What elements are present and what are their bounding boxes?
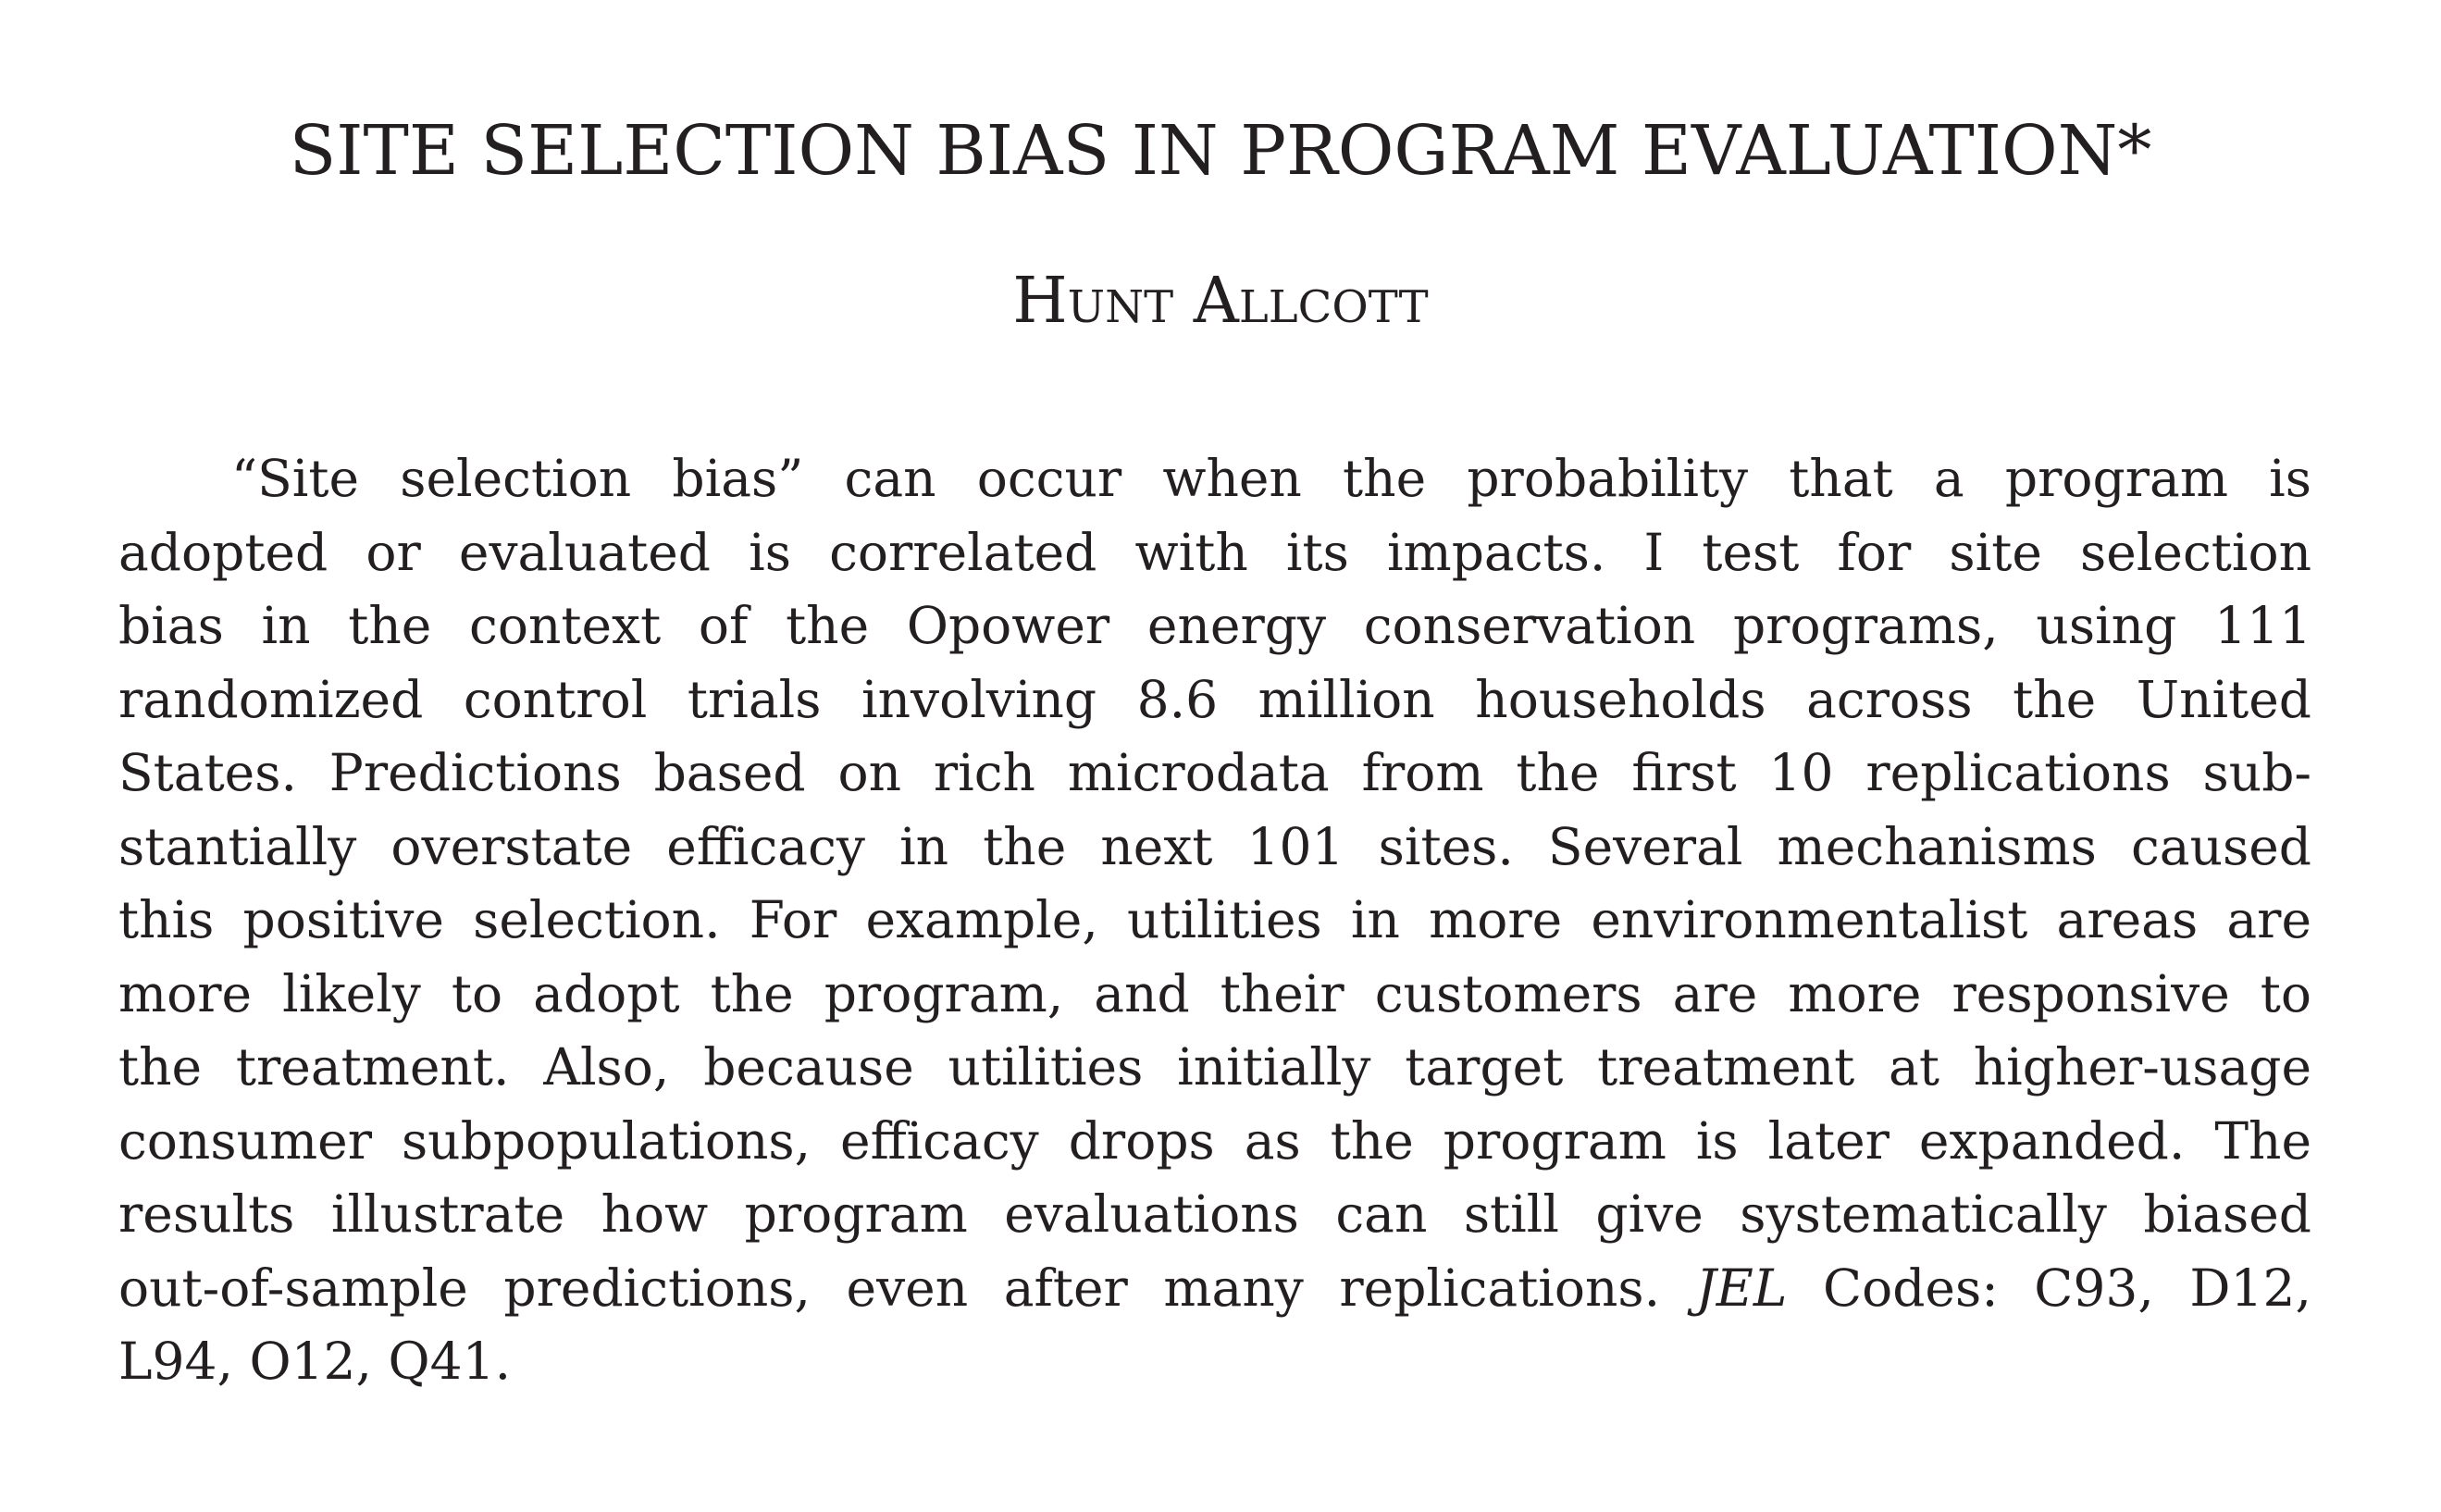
abstract-line-final: L94, O12, Q41. <box>118 1332 512 1391</box>
jel-label: JEL <box>1695 1258 1788 1318</box>
abstract-line: this positive selection. For example, ut… <box>118 890 2311 949</box>
abstract-line: the treatment. Also, because utilities i… <box>118 1037 2311 1097</box>
abstract: “Site selection bias” can occur when the… <box>118 442 2311 1399</box>
abstract-line: randomized control trials involving 8.6 … <box>118 669 2311 729</box>
abstract-line: States. Predictions based on rich microd… <box>118 743 2311 802</box>
abstract-line: bias in the context of the Opower energy… <box>118 596 2311 655</box>
paper-title: SITE SELECTION BIAS IN PROGRAM EVALUATIO… <box>289 111 2152 191</box>
abstract-line: more likely to adopt the program, and th… <box>118 963 2311 1023</box>
jel-codes: Codes: C93, D12, <box>1823 1258 2311 1318</box>
abstract-line: “Site selection bias” can occur when the… <box>231 449 2311 508</box>
abstract-line: stantially overstate efficacy in the nex… <box>118 816 2311 876</box>
abstract-line: adopted or evaluated is correlated with … <box>118 522 2311 582</box>
jel-prefix: out-of-sample predictions, even after ma… <box>118 1258 1661 1318</box>
abstract-line-jel: out-of-sample predictions, even after ma… <box>118 1252 2311 1326</box>
author-name: Hunt Allcott <box>1012 265 1429 338</box>
abstract-line: consumer subpopulations, efficacy drops … <box>118 1110 2311 1171</box>
abstract-line: results illustrate how program evaluatio… <box>118 1184 2311 1244</box>
